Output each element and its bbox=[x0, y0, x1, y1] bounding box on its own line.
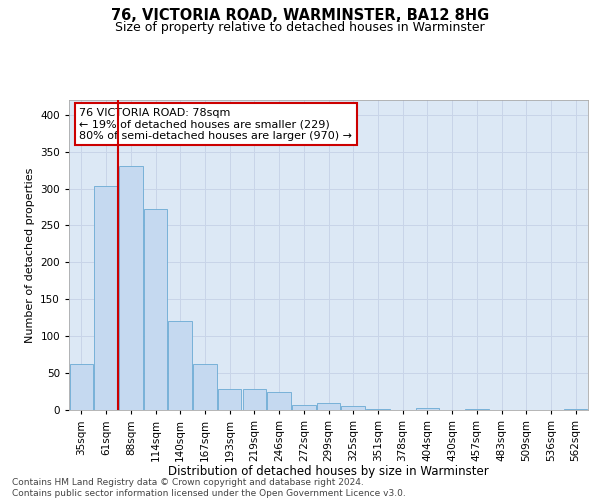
Bar bbox=[70, 364, 93, 410]
Bar bbox=[465, 408, 488, 410]
Bar bbox=[193, 364, 217, 410]
Bar bbox=[317, 402, 340, 410]
Bar bbox=[144, 209, 167, 410]
Bar bbox=[268, 392, 291, 410]
Bar bbox=[242, 390, 266, 410]
Text: Distribution of detached houses by size in Warminster: Distribution of detached houses by size … bbox=[169, 464, 489, 477]
Text: 76, VICTORIA ROAD, WARMINSTER, BA12 8HG: 76, VICTORIA ROAD, WARMINSTER, BA12 8HG bbox=[111, 8, 489, 22]
Bar bbox=[119, 166, 143, 410]
Bar bbox=[366, 408, 389, 410]
Bar bbox=[169, 322, 192, 410]
Bar bbox=[341, 406, 365, 410]
Bar bbox=[218, 388, 241, 410]
Y-axis label: Number of detached properties: Number of detached properties bbox=[25, 168, 35, 342]
Bar bbox=[564, 408, 587, 410]
Bar bbox=[94, 186, 118, 410]
Text: Size of property relative to detached houses in Warminster: Size of property relative to detached ho… bbox=[115, 21, 485, 34]
Bar bbox=[292, 405, 316, 410]
Bar bbox=[416, 408, 439, 410]
Text: Contains HM Land Registry data © Crown copyright and database right 2024.
Contai: Contains HM Land Registry data © Crown c… bbox=[12, 478, 406, 498]
Text: 76 VICTORIA ROAD: 78sqm
← 19% of detached houses are smaller (229)
80% of semi-d: 76 VICTORIA ROAD: 78sqm ← 19% of detache… bbox=[79, 108, 352, 141]
